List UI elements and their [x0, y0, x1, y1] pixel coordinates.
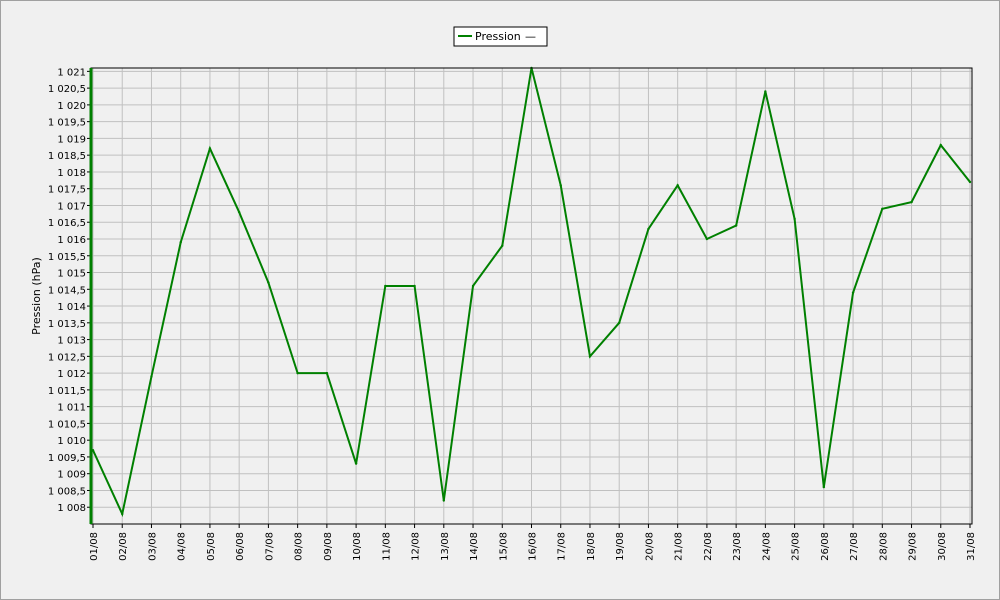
x-tick-label: 22/08 — [703, 532, 714, 561]
y-tick-label: 1 018,5 — [48, 151, 86, 162]
y-tick-label: 1 018 — [57, 168, 86, 179]
data-point — [208, 147, 212, 150]
x-tick-label: 10/08 — [352, 532, 363, 561]
x-tick-label: 15/08 — [498, 532, 509, 561]
x-tick-label: 11/08 — [381, 532, 392, 561]
x-tick-label: 13/08 — [440, 532, 451, 561]
y-tick-label: 1 015,5 — [48, 252, 86, 263]
y-tick-label: 1 012 — [57, 369, 86, 380]
y-tick-label: 1 014,5 — [48, 285, 86, 296]
x-tick-label: 18/08 — [586, 532, 597, 561]
x-tick-label: 28/08 — [878, 532, 889, 561]
y-tick-label: 1 013 — [57, 336, 86, 347]
legend[interactable]: Pression — — [453, 26, 548, 47]
data-point — [296, 371, 299, 375]
x-tick-label: 24/08 — [761, 532, 772, 561]
x-tick-label: 09/08 — [323, 532, 334, 561]
data-point — [442, 499, 445, 502]
data-point — [354, 462, 358, 465]
data-point — [588, 355, 592, 358]
data-point — [793, 217, 796, 221]
y-tick-label: 1 021 — [57, 67, 86, 78]
y-tick-label: 1 011 — [57, 403, 86, 414]
y-tick-label: 1 014 — [57, 302, 86, 313]
x-tick-label: 29/08 — [908, 532, 919, 561]
x-tick-label: 17/08 — [557, 532, 568, 561]
y-tick-label: 1 008,5 — [48, 486, 86, 497]
x-tick-label: 03/08 — [147, 532, 158, 561]
y-tick-label: 1 019,5 — [48, 118, 86, 129]
data-point — [734, 224, 738, 227]
x-tick-label: 30/08 — [937, 532, 948, 561]
y-axis-ticks: 1 008 1 008,5 1 009 1 009,5 1 010 1 010,5 1 01… — [48, 67, 91, 514]
legend-suffix: — — [525, 30, 536, 43]
x-tick-label: 27/08 — [849, 532, 860, 561]
y-tick-label: 1 015 — [57, 269, 86, 280]
data-point — [121, 512, 124, 516]
y-tick-label: 1 008 — [57, 503, 86, 514]
y-tick-label: 1 019 — [57, 134, 86, 145]
x-tick-label: 19/08 — [615, 532, 626, 561]
x-tick-label: 04/08 — [177, 532, 188, 561]
data-point — [150, 375, 153, 378]
data-point — [705, 237, 709, 241]
data-point — [910, 200, 913, 204]
data-point — [501, 244, 504, 247]
data-point — [618, 321, 621, 325]
y-tick-label: 1 010 — [57, 436, 86, 447]
legend-label: Pression — [475, 30, 521, 43]
y-tick-label: 1 011,5 — [48, 386, 86, 397]
data-point — [822, 485, 826, 489]
data-point — [851, 291, 855, 294]
x-tick-label: 07/08 — [264, 532, 275, 561]
grid — [91, 68, 972, 524]
x-tick-label: 02/08 — [118, 532, 129, 561]
y-tick-label: 1 010,5 — [48, 419, 86, 430]
x-tick-label: 20/08 — [644, 532, 655, 561]
x-axis-ticks: 01/08 02/08 03/08 04/08 05/08 06/08 07/08 08/08… — [89, 524, 977, 561]
data-point — [676, 184, 679, 187]
x-tick-label: 21/08 — [674, 532, 685, 561]
data-point — [881, 207, 884, 211]
x-tick-label: 12/08 — [411, 532, 422, 561]
y-tick-label: 1 013,5 — [48, 319, 86, 330]
y-axis-title: Pression (hPa) — [30, 257, 43, 335]
data-points — [91, 66, 972, 516]
y-tick-label: 1 017,5 — [48, 185, 86, 196]
legend-box — [453, 26, 548, 47]
x-tick-label: 25/08 — [791, 532, 802, 561]
x-tick-label: 14/08 — [469, 532, 480, 561]
x-tick-label: 01/08 — [89, 532, 100, 561]
data-point — [939, 143, 942, 147]
data-point — [325, 371, 329, 375]
data-point — [179, 241, 182, 244]
y-tick-label: 1 017 — [57, 201, 86, 212]
x-tick-label: 06/08 — [235, 532, 246, 561]
data-point — [384, 284, 387, 288]
x-tick-label: 23/08 — [732, 532, 743, 561]
y-tick-label: 1 012,5 — [48, 352, 86, 363]
y-tick-label: 1 020 — [57, 101, 86, 112]
x-tick-label: 31/08 — [966, 532, 977, 561]
y-tick-label: 1 016,5 — [48, 218, 86, 229]
data-point — [413, 284, 416, 288]
data-point — [267, 281, 270, 284]
x-tick-label: 05/08 — [206, 532, 217, 561]
y-tick-label: 1 009 — [57, 470, 86, 481]
x-tick-label: 16/08 — [528, 532, 539, 561]
data-point — [559, 184, 562, 187]
data-point — [764, 90, 767, 93]
y-tick-label: 1 016 — [57, 235, 86, 246]
data-point — [647, 227, 650, 231]
x-tick-label: 26/08 — [820, 532, 831, 561]
y-tick-label: 1 009,5 — [48, 453, 86, 464]
data-point — [471, 284, 475, 288]
x-tick-label: 08/08 — [294, 532, 305, 561]
data-point — [968, 180, 972, 184]
y-tick-label: 1 020,5 — [48, 84, 86, 95]
data-point — [237, 210, 241, 214]
